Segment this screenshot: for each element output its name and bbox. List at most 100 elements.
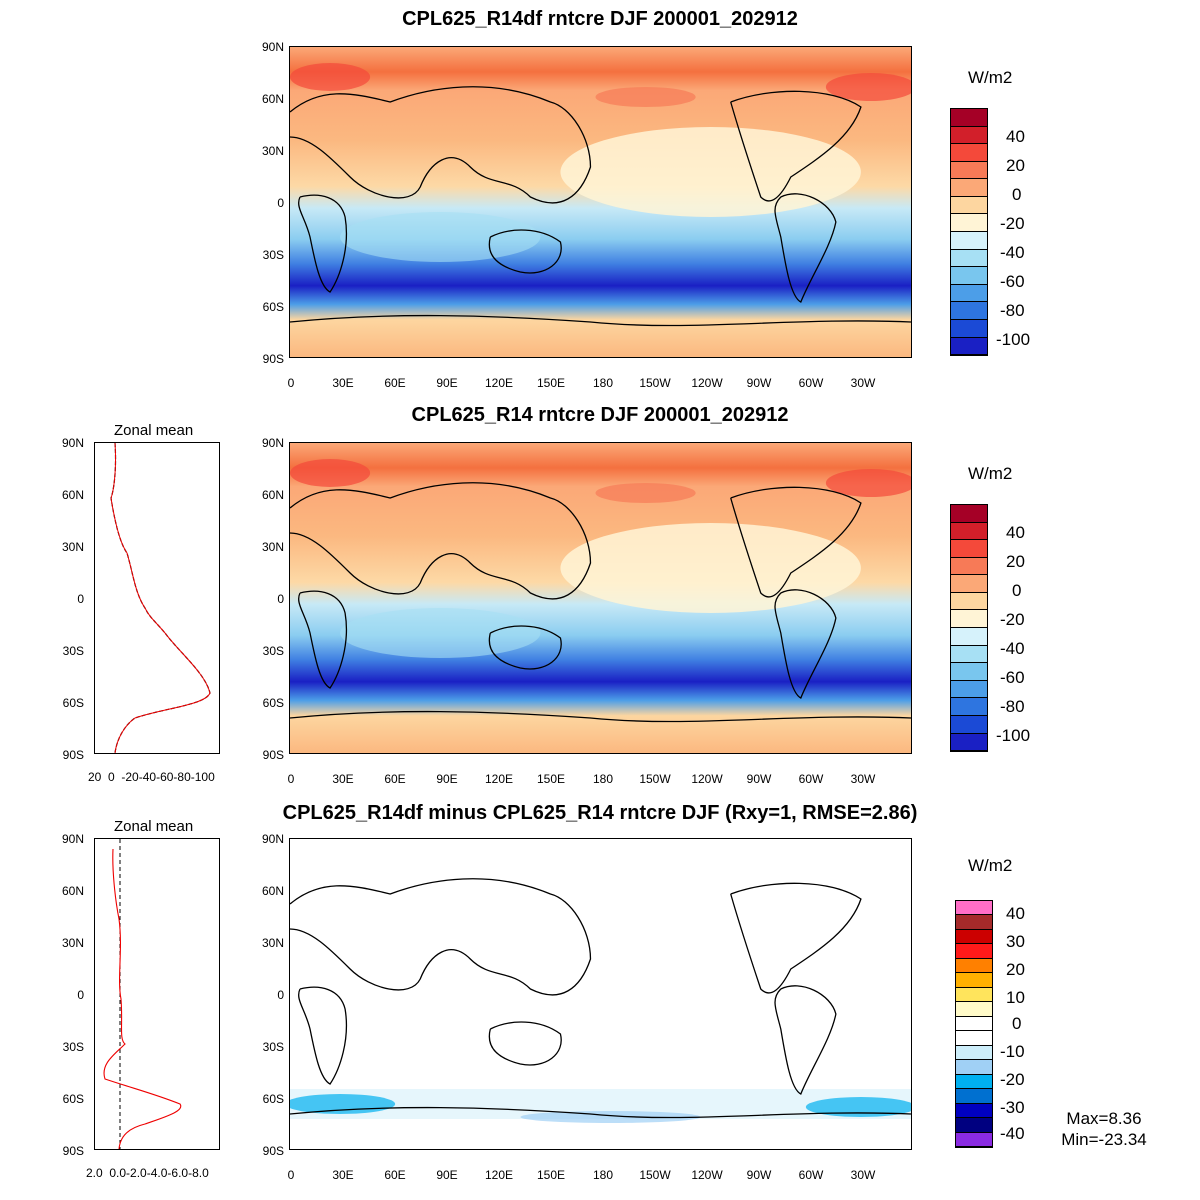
colorbar-label: 0: [1012, 185, 1022, 204]
lon-tick: 60E: [384, 1168, 406, 1182]
lon-tick: 0: [287, 376, 295, 390]
colorbar-swatch: [951, 610, 987, 629]
lat-tick: 60N: [61, 884, 84, 898]
colorbar-label: -80: [1000, 301, 1025, 320]
colorbar-swatch: [951, 698, 987, 716]
lon-tick: 30E: [332, 376, 354, 390]
lat-tick: 60N: [61, 488, 84, 502]
colorbar-swatch: [956, 987, 992, 1003]
colorbar-label: -30: [1000, 1098, 1025, 1117]
colorbar-swatch: [956, 1002, 992, 1017]
lon-tick: 90W: [746, 772, 772, 786]
lon-tick: 30E: [332, 1168, 354, 1182]
colorbar-swatch: [956, 929, 992, 945]
colorbar-label: -80: [1000, 697, 1025, 716]
colorbar-swatch: [951, 628, 987, 646]
colorbar-swatch: [951, 592, 987, 611]
colorbar-swatch: [951, 505, 987, 523]
lon-tick: 90E: [436, 772, 458, 786]
lon-tick: 60E: [384, 772, 406, 786]
lat-tick: 60S: [262, 300, 284, 314]
zonal-xtick: 0: [108, 770, 115, 784]
lat-tick: 60S: [62, 696, 84, 710]
lat-tick: 90N: [261, 436, 284, 450]
lon-tick: 150E: [536, 376, 566, 390]
lat-tick: 90N: [61, 832, 84, 846]
colorbar-label: -20: [1000, 214, 1025, 233]
lat-tick: 30S: [62, 644, 84, 658]
lat-tick: 60S: [62, 1092, 84, 1106]
zonal-xtick: -20: [121, 770, 139, 784]
colorbar-label: 40: [1006, 904, 1025, 923]
panel-3-zonal-svg: [103, 839, 182, 1150]
colorbar-swatch: [951, 214, 987, 233]
zonal-xtick: -8.0: [188, 1166, 209, 1180]
lon-tick: 150E: [536, 1168, 566, 1182]
panel-3-map: [289, 838, 912, 1150]
panel-3-colorbar: [955, 900, 993, 1148]
colorbar-swatch: [956, 1118, 992, 1133]
colorbar-swatch: [951, 196, 987, 215]
colorbar-swatch: [951, 144, 987, 162]
lon-tick: 0: [287, 772, 295, 786]
colorbar-label: -10: [1000, 1042, 1025, 1061]
lon-tick: 180: [592, 1168, 614, 1182]
panel-2-map-plot: [290, 443, 911, 753]
colorbar-swatch: [951, 161, 987, 180]
colorbar-swatch: [951, 232, 987, 250]
zonal-xtick: -80: [173, 770, 191, 784]
colorbar-label: 0: [1012, 1014, 1022, 1033]
colorbar-label: -40: [1000, 243, 1025, 262]
lat-tick: 0: [77, 592, 84, 606]
colorbar-swatch: [951, 557, 987, 576]
colorbar-label: 20: [1006, 156, 1025, 175]
lon-tick: 90W: [746, 376, 772, 390]
lat-tick: 90N: [61, 436, 84, 450]
panel-1-colorbar-unit: W/m2: [968, 68, 1013, 87]
colorbar-swatch: [951, 284, 987, 303]
lon-tick: 30W: [850, 1168, 876, 1182]
colorbar-swatch: [951, 179, 987, 197]
panel-3-zonal-x-axis: 2.0 0.0-2.0-4.0-6.0-8.0: [86, 1166, 209, 1180]
zonal-line-ref: [110, 442, 211, 754]
colorbar-label: -40: [1000, 639, 1025, 658]
colorbar-swatch: [951, 337, 987, 356]
colorbar-swatch: [956, 1089, 992, 1104]
lat-tick: 90S: [262, 1144, 284, 1158]
colorbar-swatch: [956, 1060, 992, 1075]
colorbar-swatch: [956, 1074, 992, 1090]
panel-1-colorbar: [950, 108, 988, 356]
stat-min: Min=-23.34: [1061, 1130, 1147, 1149]
lon-tick: 120W: [691, 772, 723, 786]
lat-tick: 90N: [261, 832, 284, 846]
panel-1-coastlines: [290, 86, 911, 327]
lat-tick: 30N: [61, 540, 84, 554]
lon-tick: 90W: [746, 1168, 772, 1182]
lat-tick: 0: [277, 988, 284, 1002]
colorbar-swatch: [956, 1045, 992, 1061]
lon-tick: 60W: [798, 772, 824, 786]
lat-tick: 30N: [261, 144, 284, 158]
lat-tick: 30N: [61, 936, 84, 950]
lat-tick: 60N: [261, 488, 284, 502]
lat-tick: 90S: [62, 1144, 84, 1158]
zonal-xtick: -40: [138, 770, 157, 784]
zonal-xtick: 20: [88, 770, 102, 784]
lon-tick: 150W: [639, 772, 671, 786]
colorbar-swatch: [951, 680, 987, 699]
colorbar-label: 20: [1006, 960, 1025, 979]
colorbar-swatch: [956, 958, 992, 974]
colorbar-swatch: [951, 575, 987, 593]
panel-2-coastlines: [290, 482, 911, 723]
panel-3-coastlines: [290, 878, 911, 1119]
lon-tick: 0: [287, 1168, 295, 1182]
colorbar-swatch: [951, 302, 987, 320]
lat-tick: 60S: [262, 1092, 284, 1106]
lon-tick: 90E: [436, 1168, 458, 1182]
colorbar-swatch: [951, 540, 987, 558]
panel-3-title: CPL625_R14df minus CPL625_R14 rntcre DJF…: [282, 802, 918, 824]
lat-tick: 30S: [62, 1040, 84, 1054]
colorbar-swatch: [951, 319, 987, 338]
lat-tick: 0: [77, 988, 84, 1002]
zonal-xtick: -60: [156, 770, 174, 784]
